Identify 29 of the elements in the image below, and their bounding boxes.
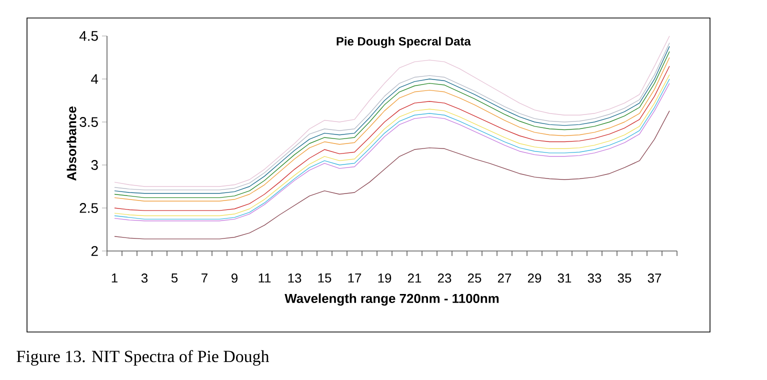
y-tick-label: 4.5 — [79, 31, 98, 41]
x-tick-label: 21 — [408, 274, 422, 283]
x-tick-label: 31 — [558, 274, 572, 283]
x-tick-label: 11 — [258, 274, 271, 282]
x-tick-label: 33 — [588, 274, 602, 283]
y-tick-label: 2.5 — [80, 203, 98, 213]
x-tick-label: 23 — [438, 274, 452, 283]
y-tick-label: 3 — [91, 160, 98, 170]
x-tick-label: 37 — [648, 274, 662, 283]
x-tick-label: 15 — [318, 274, 332, 283]
x-tick-label: 13 — [288, 274, 302, 283]
x-tick-label: 9 — [232, 274, 238, 283]
x-tick-label: 29 — [528, 274, 542, 283]
y-axis-title: Absorbance — [66, 106, 76, 181]
x-tick-label: 1 — [112, 274, 118, 282]
x-tick-label: 7 — [202, 274, 208, 282]
y-tick-label: 2 — [91, 246, 98, 256]
x-tick-label: 17 — [348, 274, 362, 282]
y-tick-label: 4 — [91, 74, 98, 84]
x-tick-label: 25 — [468, 274, 482, 283]
x-tick-label: 27 — [498, 274, 512, 283]
x-tick-label: 35 — [618, 274, 632, 283]
x-tick-label: 5 — [171, 274, 178, 283]
chart-title: Pie Dough Specral Data — [336, 36, 471, 48]
caption: Figure 13. NIT Spectra of Pie Dough — [16, 350, 270, 366]
x-tick-label: 3 — [141, 274, 148, 283]
x-axis-title: Wavelength range 720nm - 1100nm — [284, 294, 499, 306]
x-tick-label: 19 — [378, 274, 392, 283]
y-tick-label: 3.5 — [80, 117, 98, 127]
